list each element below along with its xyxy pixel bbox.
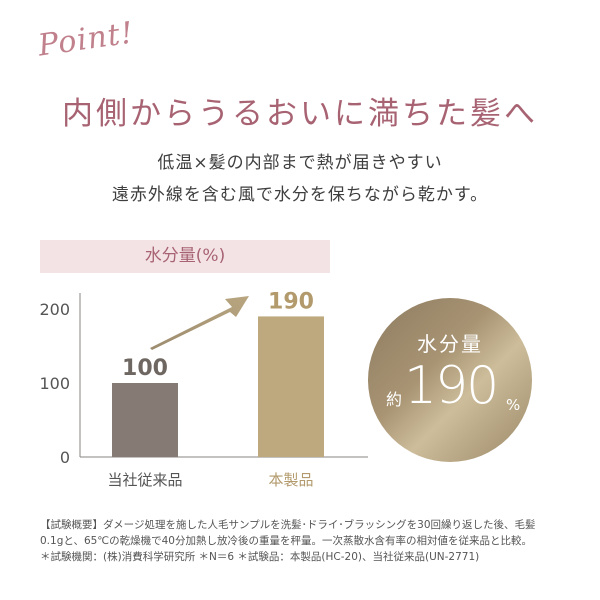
bar (258, 316, 324, 457)
note-line-2: 0.1gと、65℃の乾燥機で40分加熱し放冷後の重量を秤量。一次蒸散水含有率の相… (40, 535, 532, 547)
badge-prefix: 約 (386, 390, 403, 409)
y-tick-label: 100 (39, 374, 70, 393)
result-badge: 水分量 約 190 % (368, 298, 532, 462)
subtitle-line-1: 低温×髪の内部まで熱が届きやすい (157, 153, 443, 173)
chart-title-band: 水分量(%) (40, 240, 330, 273)
increase-arrow-icon (150, 296, 249, 350)
y-tick-label: 200 (39, 300, 70, 319)
badge-label: 水分量 (417, 332, 483, 356)
category-label: 本製品 (268, 471, 313, 489)
badge-unit: % (506, 396, 521, 414)
category-label: 当社従来品 (107, 471, 182, 489)
badge-value: 190 (404, 356, 499, 416)
note-line-1: 【試験概要】ダメージ処理を施した人毛サンプルを洗髪･ドライ･ブラッシングを30回… (40, 519, 536, 531)
chart-title: 水分量(%) (144, 246, 226, 266)
subtitle-line-2: 遠赤外線を含む風で水分を保ちながら乾かす。 (111, 185, 489, 205)
bar-value-label: 100 (122, 356, 168, 381)
note-line-3: ＊試験機関：(株)消費科学研究所 ＊N＝6 ＊試験品：本製品(HC-20)、当社… (40, 551, 480, 563)
bar (112, 383, 178, 457)
page-title: 内側からうるおいに満ちた髪へ (62, 96, 538, 132)
y-tick-label: 0 (60, 448, 70, 467)
bar-value-label: 190 (268, 289, 314, 314)
